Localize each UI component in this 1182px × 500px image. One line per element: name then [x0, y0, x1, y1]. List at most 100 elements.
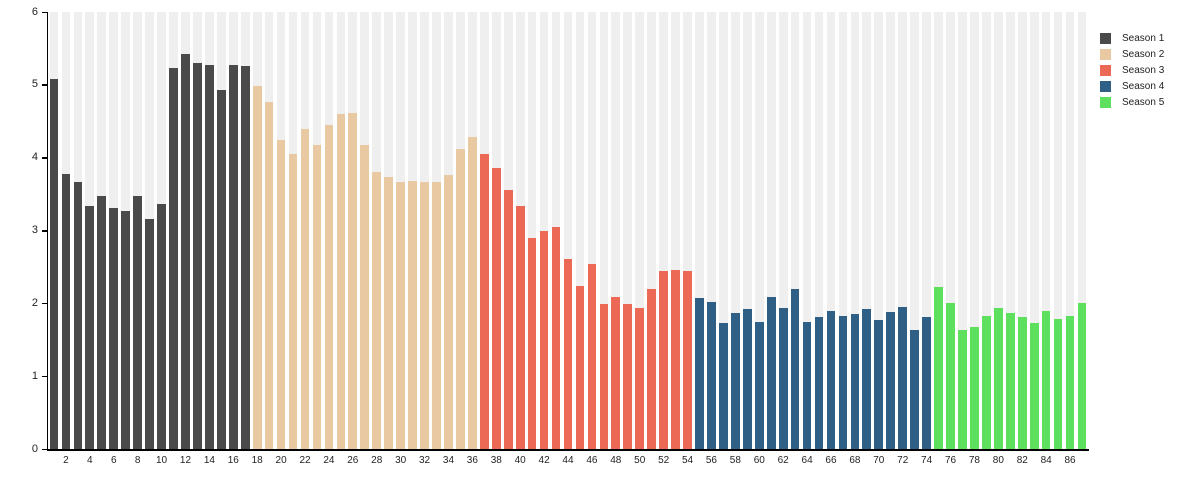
- bar: [970, 327, 979, 449]
- bar: [276, 140, 286, 449]
- x-tick-label: 56: [705, 455, 717, 466]
- x-tick-label: 46: [586, 455, 598, 466]
- bar: [647, 289, 656, 449]
- bar-background-stripe: [647, 12, 656, 449]
- bar-background-stripe: [993, 12, 1003, 449]
- bar: [73, 182, 83, 449]
- bar: [886, 312, 896, 449]
- bar: [1053, 318, 1063, 449]
- bar: [169, 68, 178, 449]
- x-tick-label: 84: [1040, 455, 1052, 466]
- bar: [1017, 317, 1027, 449]
- bar: [993, 307, 1003, 449]
- bar-background-stripe: [1029, 12, 1039, 449]
- bar-background-stripe: [707, 12, 716, 449]
- bar: [193, 62, 202, 449]
- bar-background-stripe: [1041, 12, 1051, 449]
- bar: [300, 129, 310, 449]
- bar-background-stripe: [910, 12, 919, 449]
- bar: [683, 270, 692, 449]
- bar-background-stripe: [838, 12, 848, 449]
- x-tick-label: 34: [442, 455, 455, 466]
- bar-background-stripe: [742, 12, 752, 449]
- bar: [563, 258, 573, 449]
- y-tick-label: 0: [31, 442, 38, 455]
- bar: [479, 154, 489, 449]
- x-tick-label: 30: [395, 455, 407, 466]
- bar: [874, 320, 884, 449]
- bar: [515, 206, 525, 449]
- bar: [802, 321, 812, 449]
- y-tick: [42, 302, 47, 305]
- bar: [133, 196, 142, 449]
- bar: [85, 206, 95, 449]
- bar-background-stripe: [1077, 12, 1087, 449]
- x-tick-label: 52: [658, 455, 670, 466]
- bar: [982, 316, 991, 449]
- bar: [539, 230, 549, 449]
- legend-item: Season 2: [1100, 49, 1180, 61]
- bar: [910, 329, 919, 449]
- y-tick: [42, 230, 47, 232]
- legend: Season 1 Season 2 Season 3 Season 4 Season 5: [1100, 33, 1180, 113]
- bar: [444, 175, 453, 449]
- x-axis-line: [46, 449, 1089, 451]
- legend-swatch: [1100, 97, 1111, 108]
- bar: [468, 137, 477, 449]
- bar: [240, 65, 250, 449]
- x-tick-label: 10: [156, 455, 168, 466]
- bar: [181, 53, 190, 449]
- bar: [312, 144, 322, 449]
- bar: [288, 154, 298, 449]
- bar: [97, 195, 107, 449]
- bar: [372, 171, 382, 449]
- bar: [527, 237, 537, 449]
- x-tick-label: 64: [801, 455, 813, 466]
- bar-background-stripe: [1017, 12, 1027, 449]
- x-tick-label: 20: [275, 455, 287, 466]
- bar-background-stripe: [683, 12, 692, 449]
- x-tick-label: 66: [825, 455, 837, 466]
- bar: [575, 285, 585, 449]
- bar-background-stripe: [850, 12, 860, 449]
- bar: [408, 180, 417, 449]
- bar: [1029, 322, 1039, 449]
- bar-background-stripe: [1005, 12, 1015, 449]
- y-tick-label: 2: [31, 296, 38, 309]
- x-tick-label: 42: [538, 455, 550, 466]
- bar-background-stripe: [826, 12, 836, 449]
- x-tick-label: 70: [873, 455, 885, 466]
- x-tick-label: 8: [134, 455, 141, 466]
- legend-label: Season 2: [1122, 49, 1165, 60]
- x-tick-label: 60: [753, 455, 765, 466]
- bar: [635, 308, 645, 449]
- bar-background-stripe: [874, 12, 884, 449]
- bar: [850, 314, 860, 449]
- bar: [671, 269, 680, 449]
- x-tick-label: 40: [514, 455, 526, 466]
- legend-item: Season 3: [1100, 65, 1180, 77]
- bar: [384, 177, 394, 449]
- x-tick-label: 54: [681, 455, 694, 466]
- bar-background-stripe: [659, 12, 668, 449]
- y-tick-label: 4: [31, 151, 38, 164]
- bar: [252, 86, 262, 449]
- legend-swatch: [1100, 65, 1111, 76]
- bar: [838, 316, 848, 449]
- x-tick-label: 68: [849, 455, 861, 466]
- x-tick-label: 86: [1064, 455, 1076, 466]
- bar-background-stripe: [599, 12, 609, 449]
- x-tick-label: 24: [323, 455, 335, 466]
- bar-background-stripe: [527, 12, 537, 449]
- bar-background-stripe: [563, 12, 573, 449]
- bar: [49, 79, 59, 449]
- bar-background-stripe: [946, 12, 955, 449]
- y-tick-label: 5: [31, 78, 38, 91]
- x-tick-label: 6: [110, 455, 117, 466]
- bar: [707, 301, 716, 449]
- bar: [503, 190, 513, 449]
- y-tick-label: 6: [31, 5, 38, 18]
- bar-background-stripe: [1053, 12, 1063, 449]
- bar-background-stripe: [814, 12, 824, 449]
